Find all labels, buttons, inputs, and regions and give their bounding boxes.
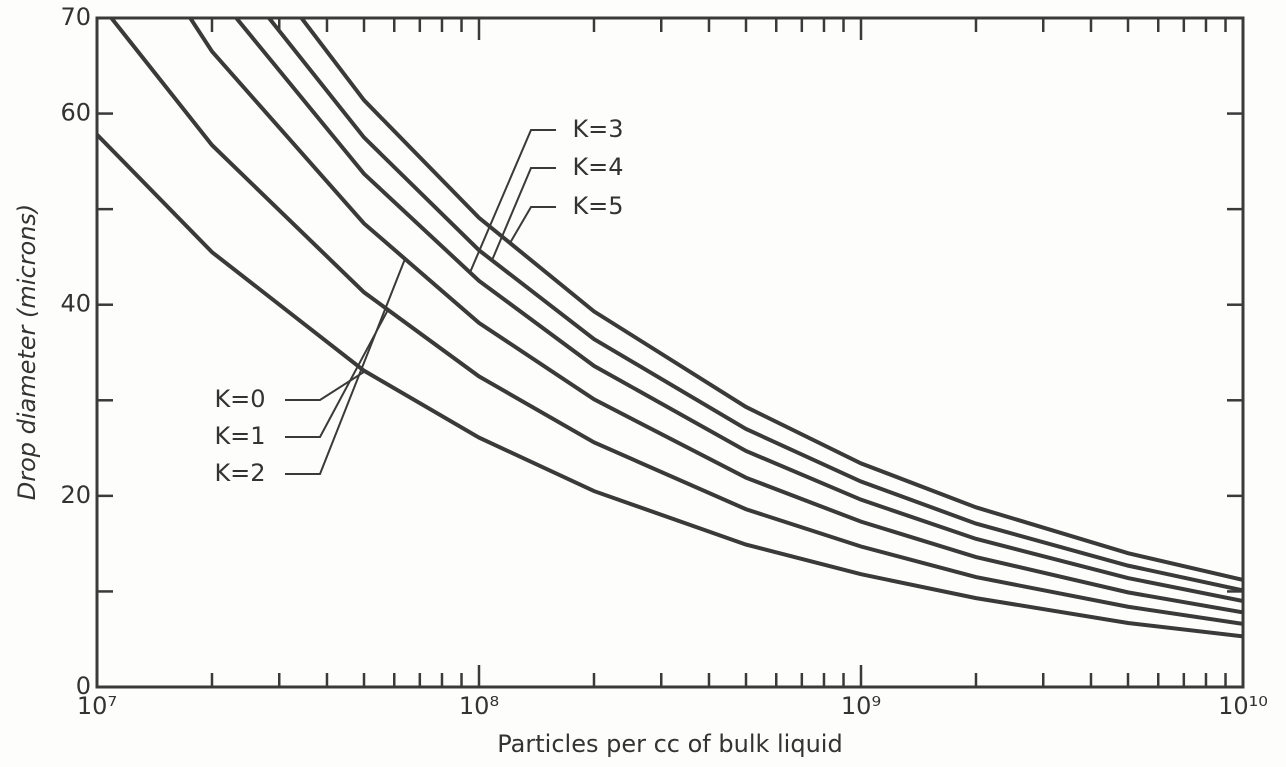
y-tick-label: 40 (60, 290, 91, 318)
y-tick-label: 60 (60, 99, 91, 127)
leader-line (285, 258, 406, 475)
plot-frame (95, 16, 1245, 689)
leader-line (491, 167, 556, 261)
curve-label: K=0 (214, 385, 265, 413)
curve (266, 18, 1243, 593)
x-tick-label: 10⁹ (841, 692, 881, 720)
curve-label: K=3 (572, 115, 623, 143)
curve (298, 18, 1243, 582)
curve-label: K=1 (214, 422, 265, 450)
curve (187, 18, 1243, 615)
curve (97, 133, 1243, 639)
leader-line (285, 309, 389, 438)
curve (233, 18, 1243, 603)
x-tick-label: 10¹⁰ (1218, 692, 1268, 720)
curve-label: K=2 (214, 459, 265, 487)
y-tick-label: 20 (60, 481, 91, 509)
x-tick-label: 10⁷ (77, 692, 117, 720)
curve (108, 18, 1243, 626)
x-tick-label: 10⁸ (459, 692, 499, 720)
curve-label: K=5 (572, 192, 623, 220)
curve-label: K=4 (572, 153, 623, 181)
y-tick-label: 0 (76, 672, 91, 700)
leader-line (509, 206, 556, 244)
y-axis-label: Drop diameter (microns) (13, 204, 41, 501)
x-axis-label: Particles per cc of bulk liquid (497, 730, 842, 758)
y-tick-label: 70 (60, 3, 91, 31)
